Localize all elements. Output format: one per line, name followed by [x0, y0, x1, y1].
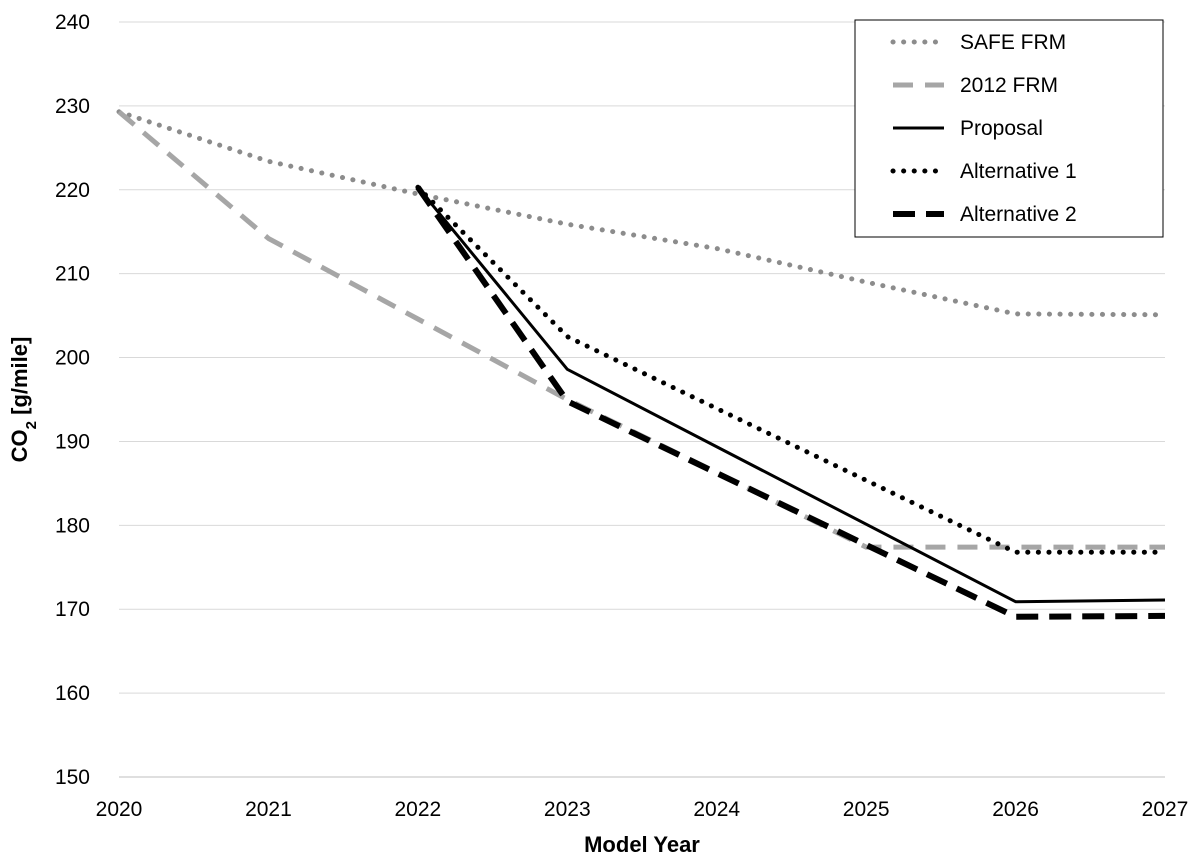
y-tick-label: 240	[55, 11, 90, 34]
x-tick-label: 2024	[693, 798, 740, 821]
x-tick-label: 2027	[1142, 798, 1189, 821]
y-tick-label: 170	[55, 598, 90, 621]
legend-box	[854, 19, 1164, 238]
y-tick-label: 210	[55, 263, 90, 286]
x-tick-label: 2022	[394, 798, 441, 821]
x-tick-label: 2025	[843, 798, 890, 821]
y-axis-title: CO2 [g/mile]	[7, 337, 40, 463]
series-line-proposal	[416, 186, 1166, 604]
y-axis-title-main: CO	[7, 429, 32, 462]
x-tick-label: 2023	[544, 798, 591, 821]
y-tick-label: 160	[55, 682, 90, 705]
legend-label: Alternative 1	[960, 160, 1077, 183]
legend-items: SAFE FRM 2012 FRM Proposal Alternative 1 Alt…	[890, 31, 1077, 226]
x-axis-title: Model Year	[584, 832, 700, 857]
x-tick-label: 2021	[245, 798, 292, 821]
legend-label: Alternative 2	[960, 203, 1077, 226]
y-tick-label: 230	[55, 95, 90, 118]
legend-label: 2012 FRM	[960, 74, 1058, 97]
y-tick-label: 220	[55, 179, 90, 202]
y-tick-label: 200	[55, 347, 90, 370]
legend: SAFE FRM 2012 FRM Proposal Alternative 1 Alt…	[854, 19, 1164, 238]
legend-label: Proposal	[960, 117, 1043, 140]
x-tick-label: 2020	[96, 798, 143, 821]
series-line-alternative-2	[415, 185, 1166, 620]
y-axis-title-subscript: 2	[23, 421, 40, 429]
legend-label: SAFE FRM	[960, 31, 1066, 54]
y-tick-label: 180	[55, 514, 90, 537]
series-line-alternative-1	[415, 184, 1168, 555]
y-tick-label: 190	[55, 430, 90, 453]
series-line-safe-frm	[116, 109, 1168, 318]
x-tick-label: 2026	[992, 798, 1039, 821]
y-axis-title-unit: [g/mile]	[7, 337, 32, 421]
series-lines	[116, 109, 1168, 620]
y-tick-label: 150	[55, 766, 90, 789]
axes: 150 160 170 180 190 200 210 220 230 240 2020 2021 20…	[55, 11, 1188, 821]
